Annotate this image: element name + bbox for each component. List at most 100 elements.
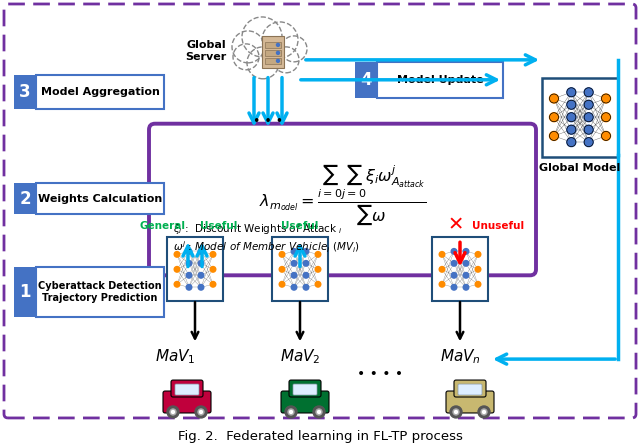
Text: 2: 2 — [19, 190, 31, 207]
Circle shape — [281, 36, 307, 62]
Circle shape — [186, 249, 192, 254]
Text: $\lambda_{m_{odel}} = \dfrac{\sum_{i=0}\sum_{j=0}\xi_i\omega^j_{A_{attack}}}{\su: $\lambda_{m_{odel}} = \dfrac{\sum_{i=0}\… — [259, 162, 426, 227]
Circle shape — [210, 282, 216, 287]
Circle shape — [451, 249, 457, 254]
FancyBboxPatch shape — [171, 380, 203, 397]
Text: Fig. 2.  Federated learning in FL-TP process: Fig. 2. Federated learning in FL-TP proc… — [177, 430, 463, 443]
Circle shape — [567, 100, 576, 109]
Circle shape — [288, 409, 294, 415]
Circle shape — [172, 410, 175, 413]
FancyBboxPatch shape — [542, 78, 618, 157]
Text: $MaV_n$: $MaV_n$ — [440, 347, 481, 366]
Circle shape — [276, 44, 280, 46]
FancyBboxPatch shape — [458, 384, 482, 395]
Circle shape — [174, 267, 180, 272]
Text: Model Aggregation: Model Aggregation — [40, 87, 159, 97]
Circle shape — [174, 251, 180, 257]
Circle shape — [198, 409, 204, 415]
Circle shape — [198, 272, 204, 278]
Circle shape — [247, 47, 279, 79]
Circle shape — [475, 267, 481, 272]
Circle shape — [186, 284, 192, 290]
Circle shape — [303, 284, 309, 290]
Text: Global Model: Global Model — [540, 162, 621, 173]
Circle shape — [483, 410, 486, 413]
Circle shape — [291, 261, 297, 266]
Circle shape — [451, 272, 457, 278]
Circle shape — [567, 113, 576, 121]
Circle shape — [567, 125, 576, 134]
FancyBboxPatch shape — [36, 75, 164, 109]
Text: Global
Server: Global Server — [185, 40, 226, 61]
Circle shape — [276, 59, 280, 62]
FancyBboxPatch shape — [14, 75, 36, 109]
Circle shape — [550, 94, 559, 103]
Circle shape — [602, 94, 611, 103]
Circle shape — [451, 284, 457, 290]
Text: Model Update: Model Update — [397, 75, 483, 85]
Text: Useful: Useful — [282, 222, 319, 231]
Circle shape — [453, 409, 459, 415]
Circle shape — [291, 272, 297, 278]
Circle shape — [210, 251, 216, 257]
Circle shape — [232, 31, 264, 63]
Circle shape — [279, 251, 285, 257]
Circle shape — [584, 113, 593, 121]
Circle shape — [303, 261, 309, 266]
FancyBboxPatch shape — [432, 237, 488, 301]
Circle shape — [303, 249, 309, 254]
Circle shape — [463, 284, 468, 290]
FancyBboxPatch shape — [36, 267, 164, 317]
Bar — [265, 58, 281, 64]
Circle shape — [451, 261, 457, 266]
Circle shape — [276, 51, 280, 54]
Text: 1: 1 — [19, 283, 31, 301]
Text: ✕: ✕ — [448, 215, 464, 235]
Text: $\omega^j$ : $\mathit{Model\ of\ Member\ Vehicle_i\ (MV_i)}$: $\omega^j$ : $\mathit{Model\ of\ Member\… — [173, 240, 360, 255]
Circle shape — [439, 282, 445, 287]
Text: $MaV_1$: $MaV_1$ — [155, 347, 195, 366]
Text: $\xi_i$ :  Discount Weights of Attack $_{i}$: $\xi_i$ : Discount Weights of Attack $_{… — [173, 222, 343, 236]
Circle shape — [475, 282, 481, 287]
Circle shape — [481, 409, 487, 415]
Circle shape — [174, 282, 180, 287]
Circle shape — [186, 272, 192, 278]
Circle shape — [279, 267, 285, 272]
FancyBboxPatch shape — [355, 62, 377, 98]
Circle shape — [167, 406, 179, 418]
Circle shape — [303, 272, 309, 278]
Circle shape — [273, 47, 299, 73]
Circle shape — [478, 406, 490, 418]
FancyBboxPatch shape — [167, 237, 223, 301]
Circle shape — [584, 125, 593, 134]
FancyBboxPatch shape — [163, 391, 211, 413]
Circle shape — [200, 410, 202, 413]
Circle shape — [567, 88, 576, 97]
FancyBboxPatch shape — [281, 391, 329, 413]
Circle shape — [439, 267, 445, 272]
FancyBboxPatch shape — [14, 267, 36, 317]
Circle shape — [475, 251, 481, 257]
Circle shape — [315, 267, 321, 272]
Circle shape — [584, 100, 593, 109]
Circle shape — [550, 113, 559, 121]
Text: 3: 3 — [19, 83, 31, 101]
Circle shape — [439, 251, 445, 257]
Circle shape — [198, 284, 204, 290]
Circle shape — [463, 261, 468, 266]
Circle shape — [316, 409, 322, 415]
Circle shape — [463, 272, 468, 278]
Bar — [265, 50, 281, 56]
FancyBboxPatch shape — [175, 384, 199, 395]
Text: $MaV_2$: $MaV_2$ — [280, 347, 320, 366]
Circle shape — [291, 284, 297, 290]
Text: Useful: Useful — [200, 222, 237, 231]
FancyBboxPatch shape — [14, 182, 36, 214]
Text: Cyberattack Detection
Trajectory Prediction: Cyberattack Detection Trajectory Predict… — [38, 282, 162, 303]
Circle shape — [315, 282, 321, 287]
Text: Unuseful: Unuseful — [472, 222, 524, 231]
Circle shape — [291, 249, 297, 254]
FancyBboxPatch shape — [4, 4, 636, 418]
Circle shape — [463, 249, 468, 254]
Circle shape — [550, 131, 559, 141]
